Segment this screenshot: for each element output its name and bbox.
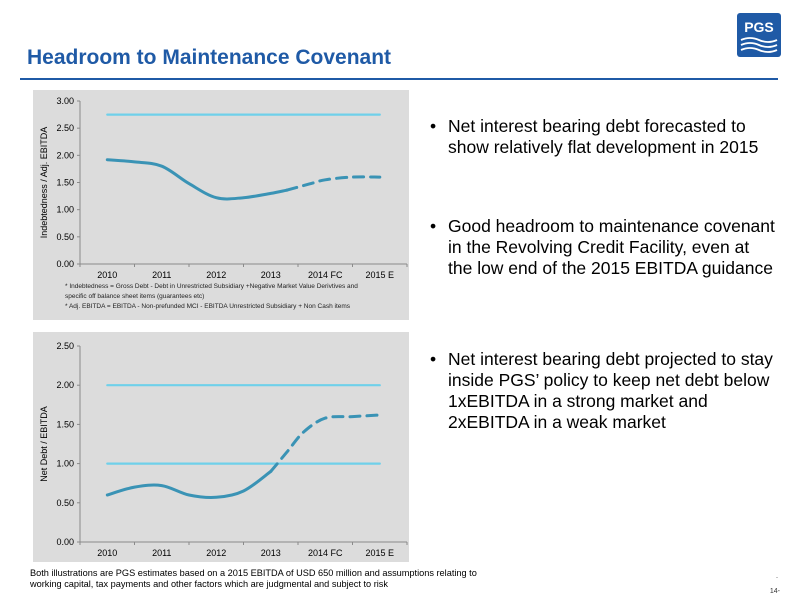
footer-dot: - — [776, 575, 778, 581]
page-number: 14- — [769, 588, 780, 595]
y-axis-label: Net Debt / EBITDA — [39, 406, 49, 482]
y-tick-label: 0.50 — [56, 498, 74, 508]
bullet-symbol: • — [430, 116, 437, 136]
forecast-series-line — [285, 175, 382, 192]
footer-note: Both illustrations are PGS estimates bas… — [30, 568, 477, 589]
footnote-line: * Indebtedness = Gross Debt - Debt in Un… — [65, 283, 358, 290]
x-tick-label: 2014 FC — [308, 270, 343, 280]
y-tick-label: 2.00 — [56, 380, 74, 390]
x-tick-label: 2013 — [261, 548, 281, 558]
y-tick-label: 1.50 — [56, 178, 74, 188]
forecast-series-line — [269, 413, 382, 473]
x-tick-label: 2011 — [152, 548, 171, 558]
bullet-symbol: • — [430, 216, 437, 236]
series-line — [105, 158, 289, 201]
y-tick-label: 1.50 — [56, 419, 74, 429]
net-debt-chart-plot: 0.00 0.50 1.00 1.50 2.00 2.50 2010 2011 2012 2013… — [39, 341, 408, 558]
bullet-text: Net interest bearing debt projected to s… — [448, 349, 773, 432]
bullet-text: Good headroom to maintenance covenant in… — [448, 216, 775, 278]
bullet-item: • Net interest bearing debt projected to… — [428, 349, 778, 433]
bullet-text: Net interest bearing debt forecasted to … — [448, 116, 759, 157]
y-tick-label: 0.50 — [56, 232, 74, 242]
bullet-item: • Net interest bearing debt forecasted t… — [428, 116, 778, 158]
y-tick-label: 0.00 — [56, 537, 74, 547]
x-tick-label: 2013 — [261, 270, 281, 280]
y-tick-label: 1.00 — [56, 205, 74, 215]
y-tick-label: 2.50 — [56, 123, 74, 133]
y-tick-label: 2.00 — [56, 150, 74, 160]
pgs-logo: PGS — [737, 13, 781, 57]
x-tick-label: 2011 — [152, 270, 171, 280]
x-tick-label: 2012 — [206, 548, 226, 558]
logo-text: PGS — [744, 19, 774, 35]
series-line — [105, 469, 273, 500]
indebtedness-chart-plot: 0.00 0.50 1.00 1.50 2.00 2.50 3.00 2010 2011 2012… — [39, 96, 408, 280]
y-tick-label: 3.00 — [56, 96, 74, 106]
x-tick-label: 2012 — [206, 270, 226, 280]
footnote-line: specific off balance sheet items (guaran… — [65, 293, 205, 300]
y-tick-label: 2.50 — [56, 341, 74, 351]
indebtedness-chart: 0.00 0.50 1.00 1.50 2.00 2.50 3.00 2010 2011 2012… — [33, 90, 409, 320]
y-tick-label: 1.00 — [56, 459, 74, 469]
net-debt-chart: 0.00 0.50 1.00 1.50 2.00 2.50 2010 2011 2012 2013… — [33, 332, 409, 562]
x-tick-label: 2010 — [97, 548, 117, 558]
indebtedness-chart-footnotes: * Indebtedness = Gross Debt - Debt in Un… — [65, 282, 405, 312]
footnote-line: * Adj. EBITDA = EBITDA - Non-prefunded M… — [65, 303, 351, 310]
x-tick-label: 2010 — [97, 270, 117, 280]
x-tick-label: 2015 E — [365, 270, 394, 280]
y-axis-label: Indebtedness / Adj. EBITDA — [39, 127, 49, 239]
bullet-symbol: • — [430, 349, 437, 369]
title-underline — [20, 78, 778, 80]
x-tick-label: 2014 FC — [308, 548, 343, 558]
y-tick-label: 0.00 — [56, 259, 74, 269]
x-tick-label: 2015 E — [365, 548, 394, 558]
bullet-item: • Good headroom to maintenance covenant … — [428, 216, 778, 279]
page-title: Headroom to Maintenance Covenant — [27, 46, 392, 69]
